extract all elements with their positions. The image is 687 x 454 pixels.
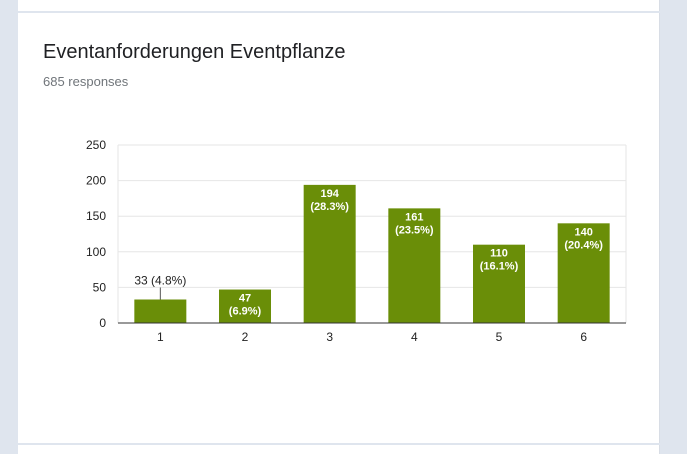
previous-card-edge (18, 0, 660, 11)
bars-layer (134, 184, 610, 323)
bar-1 (134, 299, 187, 323)
y-tick-label: 100 (86, 245, 106, 259)
next-card-edge (18, 445, 660, 454)
bar-2 (219, 289, 271, 323)
bar-3 (303, 184, 356, 323)
x-tick-label: 6 (580, 330, 587, 344)
x-tick-label: 5 (496, 330, 503, 344)
bar-percent-label: (23.5%) (395, 224, 434, 236)
y-tick-label: 0 (99, 316, 106, 330)
y-tick-label: 250 (86, 138, 106, 152)
grid-layer (117, 144, 627, 323)
bar-percent-label: (16.1%) (480, 261, 519, 273)
y-tick-label: 150 (86, 209, 106, 223)
labels-layer: 0 50 100 150 200 250 33 (4.8%) 1 47(6.9%) 2 194(28… (86, 138, 603, 344)
y-tick-label: 200 (86, 174, 106, 188)
response-count: 685 responses (43, 74, 129, 89)
x-tick-label: 1 (157, 330, 164, 344)
y-tick-label: 50 (93, 280, 107, 294)
question-title: Eventanforderungen Eventpflanze (43, 41, 346, 63)
bar-percent-label: (20.4%) (564, 239, 603, 251)
bar-percent-label: (6.9%) (229, 306, 262, 318)
x-tick-label: 3 (326, 330, 333, 344)
bar-6 (557, 223, 610, 323)
bar-percent-label: (28.3%) (310, 201, 349, 213)
bar-count-label: 110 (490, 248, 508, 260)
bar-count-label: 140 (574, 226, 592, 238)
bar-count-label: 194 (320, 188, 339, 200)
bar-count-label: 47 (239, 293, 251, 305)
bar-count-label: 161 (405, 211, 423, 223)
x-tick-label: 2 (242, 330, 249, 344)
bar-4 (388, 208, 441, 323)
bar-5 (473, 244, 525, 323)
x-tick-label: 4 (411, 330, 418, 344)
bar-outside-label: 33 (4.8%) (134, 274, 186, 288)
